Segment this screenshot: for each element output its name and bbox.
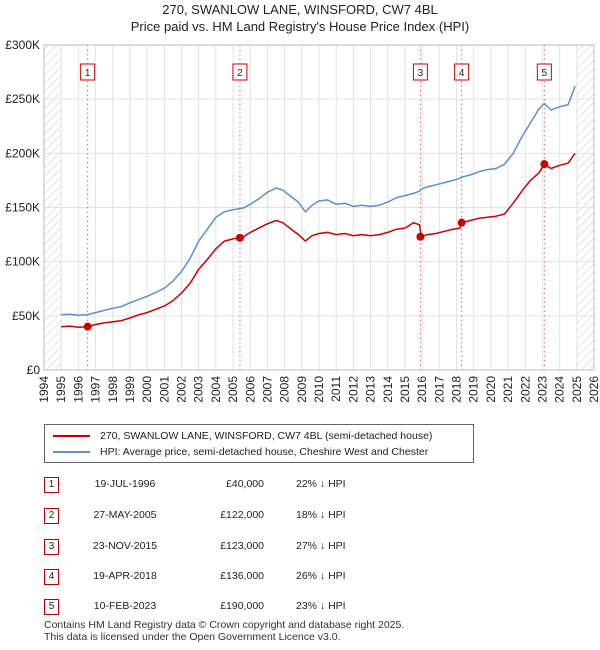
sale-number: 5 <box>44 599 59 615</box>
y-tick-label: £0 <box>27 363 41 377</box>
sale-date: 27-MAY-2005 <box>93 509 157 521</box>
y-tick-label: £50K <box>12 309 40 323</box>
sale-number: 2 <box>44 508 59 524</box>
y-tick-label: £150K <box>5 201 40 215</box>
sale-hpi-delta: 27% ↓ HPI <box>296 540 346 552</box>
sale-row: 3 23-NOV-2015 £123,000 27% ↓ HPI <box>0 538 600 558</box>
sale-price: £40,000 <box>226 478 264 490</box>
sale-marker-box <box>232 63 248 81</box>
x-tick-label: 2023 <box>535 376 549 403</box>
sale-hpi-delta: 22% ↓ HPI <box>296 478 346 490</box>
x-tick-label: 1994 <box>37 376 51 403</box>
chart-subtitle: Price paid vs. HM Land Registry's House … <box>130 19 470 34</box>
legend-swatch-hpi <box>53 451 90 453</box>
x-tick-label: 2016 <box>415 376 429 403</box>
x-tick-label: 2019 <box>467 376 481 403</box>
x-tick-label: 1997 <box>89 376 103 403</box>
x-tick-label: 2018 <box>450 376 464 403</box>
x-tick-label: 2012 <box>346 376 360 403</box>
sale-point <box>540 160 549 169</box>
sale-row: 1 19-JUL-1996 £40,000 22% ↓ HPI <box>0 476 600 496</box>
x-tick-label: 2003 <box>192 376 206 403</box>
sale-hpi-delta: 26% ↓ HPI <box>296 570 346 582</box>
x-tick-label: 2010 <box>312 376 326 403</box>
y-tick-label: £300K <box>5 38 40 52</box>
x-tick-label: 2022 <box>518 376 532 403</box>
sale-row: 5 10-FEB-2023 £190,000 23% ↓ HPI <box>0 598 600 618</box>
legend-item-hpi: HPI: Average price, semi-detached house,… <box>53 444 428 460</box>
sale-row: 2 27-MAY-2005 £122,000 18% ↓ HPI <box>0 507 600 527</box>
sale-price: £136,000 <box>220 570 264 582</box>
chart-legend: 270, SWANLOW LANE, WINSFORD, CW7 4BL (se… <box>44 424 474 463</box>
x-tick-label: 2000 <box>140 376 154 403</box>
price-chart: 1 2 3 4 5 £0 £50K £100K £150K £200K £250K £300K 199… <box>5 38 600 403</box>
sale-row: 4 19-APR-2018 £136,000 26% ↓ HPI <box>0 568 600 588</box>
y-tick-label: £250K <box>5 92 40 106</box>
x-tick-label: 1995 <box>54 376 68 403</box>
x-tick-label: 1996 <box>71 376 85 403</box>
sale-marker-box <box>80 63 96 81</box>
x-tick-label: 2013 <box>364 376 378 403</box>
sale-marker-label: 2 <box>237 68 243 79</box>
sale-date: 19-APR-2018 <box>93 570 157 582</box>
sale-point <box>416 232 425 241</box>
legend-label-property: 270, SWANLOW LANE, WINSFORD, CW7 4BL (se… <box>100 430 433 442</box>
x-tick-label: 2025 <box>570 376 584 403</box>
x-tick-label: 2004 <box>209 376 223 403</box>
x-tick-label: 2009 <box>295 376 309 403</box>
sale-marker-label: 5 <box>542 68 548 79</box>
sale-number: 3 <box>44 539 59 555</box>
plot-frame <box>43 44 595 371</box>
sale-marker-label: 1 <box>85 68 91 79</box>
x-tick-label: 2020 <box>484 376 498 403</box>
sale-marker-box <box>536 63 552 81</box>
x-tick-label: 1999 <box>123 376 137 403</box>
sale-marker-label: 3 <box>418 68 424 79</box>
sale-price: £190,000 <box>220 600 264 612</box>
x-tick-label: 2011 <box>329 376 343 402</box>
legend-swatch-property <box>53 435 90 437</box>
x-tick-label: 2021 <box>501 376 515 403</box>
sale-marker-box <box>412 63 428 81</box>
sale-point <box>83 322 92 331</box>
sale-price: £122,000 <box>220 509 264 521</box>
hpi-series-line <box>61 85 576 317</box>
chart-title: 270, SWANLOW LANE, WINSFORD, CW7 4BL <box>162 2 438 17</box>
x-tick-label: 2005 <box>226 376 240 403</box>
x-tick-label: 2024 <box>553 376 567 403</box>
sale-number: 1 <box>44 477 59 493</box>
footer-licence: This data is licensed under the Open Gov… <box>44 631 341 643</box>
x-tick-label: 2014 <box>381 376 395 403</box>
x-tick-label: 2026 <box>587 376 600 403</box>
sale-date: 23-NOV-2015 <box>92 540 158 552</box>
legend-item-property: 270, SWANLOW LANE, WINSFORD, CW7 4BL (se… <box>53 428 432 444</box>
x-tick-label: 2006 <box>243 376 257 403</box>
x-tick-label: 1998 <box>106 376 120 403</box>
footer-copyright: Contains HM Land Registry data © Crown c… <box>44 619 405 631</box>
sale-price: £123,000 <box>220 540 264 552</box>
x-tick-label: 2015 <box>398 376 412 403</box>
sale-marker-label: 4 <box>459 68 465 79</box>
y-tick-label: £100K <box>5 255 40 269</box>
footer-notice: Contains HM Land Registry data © Crown c… <box>44 619 404 643</box>
y-tick-label: £200K <box>5 146 40 160</box>
property-series-line <box>61 152 576 328</box>
sale-point <box>235 233 244 242</box>
x-tick-label: 2002 <box>175 376 189 403</box>
sale-marker-box <box>454 63 470 81</box>
sale-number: 4 <box>44 569 59 585</box>
sale-hpi-delta: 18% ↓ HPI <box>296 509 346 521</box>
x-tick-label: 2017 <box>432 376 446 403</box>
sale-point <box>457 218 466 227</box>
sale-date: 10-FEB-2023 <box>93 600 157 612</box>
x-tick-label: 2007 <box>260 376 274 403</box>
legend-label-hpi: HPI: Average price, semi-detached house,… <box>100 446 429 458</box>
x-tick-label: 2008 <box>278 376 292 403</box>
sale-date: 19-JUL-1996 <box>94 478 156 490</box>
x-tick-label: 2001 <box>157 376 171 403</box>
sale-hpi-delta: 23% ↓ HPI <box>296 600 346 612</box>
